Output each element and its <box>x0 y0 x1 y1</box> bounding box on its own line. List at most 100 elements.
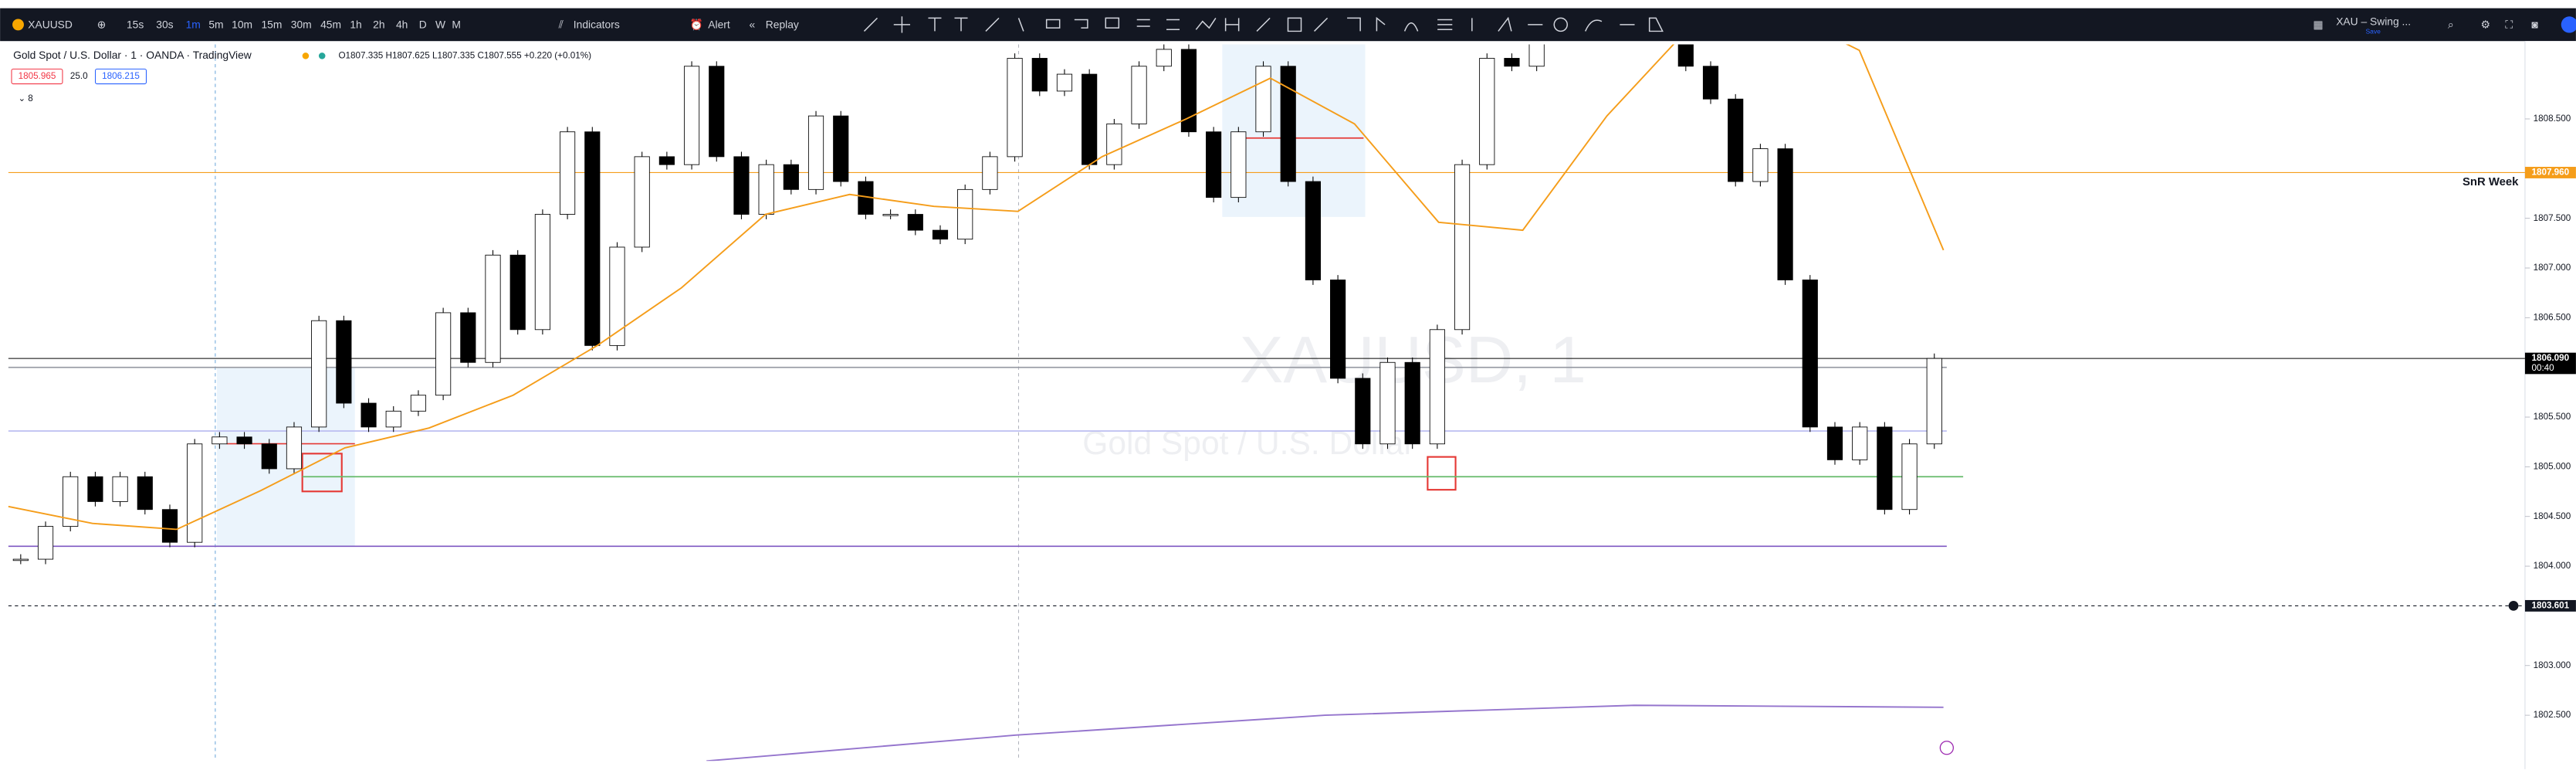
interval-button[interactable]: 10m <box>232 19 252 31</box>
candle-body <box>932 229 949 240</box>
candle-body <box>361 402 377 428</box>
interval-button[interactable]: 45m <box>320 19 341 31</box>
candle-body <box>37 526 54 560</box>
ask-price[interactable]: 1806.215 <box>102 71 140 81</box>
candle-body <box>1031 58 1048 92</box>
candle-body <box>1007 58 1023 158</box>
candle-body <box>957 188 973 240</box>
candle-body <box>560 131 576 215</box>
candle-body <box>634 156 650 248</box>
candle-body <box>1702 66 1719 100</box>
candle-body <box>1379 361 1396 445</box>
candle-body <box>982 156 998 190</box>
candle-body <box>1056 73 1073 92</box>
candle-body <box>758 164 774 215</box>
candle-body <box>112 476 128 502</box>
candle-body <box>485 254 501 363</box>
y-tick-label: 1806.500 <box>2534 312 2571 322</box>
candle-body <box>1728 98 1744 182</box>
plot-area <box>8 44 2525 762</box>
interval-button[interactable]: 15m <box>261 19 282 31</box>
layout-name[interactable]: XAU – Swing ... <box>2336 15 2411 27</box>
price-label: 1803.601 <box>2531 601 2569 611</box>
event-marker[interactable] <box>1939 741 1955 755</box>
candle-body <box>1752 148 1769 182</box>
symbol-button[interactable]: XAUUSD <box>28 19 73 31</box>
candle-body <box>1230 131 1247 198</box>
bid-price[interactable]: 1805.965 <box>19 71 56 81</box>
indicator-toggle[interactable]: ⌄ <box>19 93 26 103</box>
alert-icon: ⏰ <box>690 19 703 32</box>
y-tick-label: 1802.500 <box>2534 710 2571 720</box>
sell-box[interactable] <box>11 68 63 85</box>
candle-body <box>1802 280 1818 428</box>
candle-body <box>1504 58 1520 67</box>
interval-button[interactable]: 2h <box>373 19 384 31</box>
search-button[interactable]: ⌕ <box>2448 19 2454 31</box>
layouts-icon[interactable]: ▦ <box>2313 19 2323 31</box>
candle-body <box>1454 164 1471 331</box>
candle-body <box>609 246 625 346</box>
candle-body <box>63 476 79 527</box>
interval-button[interactable]: 15s <box>127 19 144 31</box>
publish-button[interactable] <box>2561 16 2576 33</box>
interval-button[interactable]: 1m <box>186 19 201 31</box>
y-tick-label: 1807.000 <box>2534 263 2571 273</box>
replay-icon: « <box>749 19 755 31</box>
candle-body <box>1479 58 1495 165</box>
interval-button[interactable]: M <box>452 19 461 31</box>
candle-body <box>1852 426 1868 460</box>
candle-body <box>311 320 327 428</box>
candle-body <box>1404 361 1420 445</box>
indicators-button[interactable]: Indicators <box>574 19 620 31</box>
drawing-tools <box>863 16 1664 33</box>
y-tick-label: 1807.500 <box>2534 213 2571 223</box>
candle-body <box>385 410 401 428</box>
indicator-count[interactable]: 8 <box>28 93 33 103</box>
long-moving-average <box>706 704 1944 762</box>
interval-button[interactable]: D <box>419 19 427 31</box>
candle-body <box>1926 358 1942 445</box>
candle-body <box>1877 426 1893 511</box>
candle-body <box>1255 66 1271 133</box>
buy-box[interactable] <box>94 68 147 85</box>
interval-button[interactable]: 4h <box>396 19 408 31</box>
highlight-box <box>1427 456 1457 491</box>
countdown: 00:40 <box>2531 363 2554 373</box>
y-tick-label: 1808.500 <box>2534 114 2571 124</box>
replay-button[interactable]: Replay <box>766 19 799 31</box>
candle-body <box>1131 66 1147 124</box>
candle-body <box>907 214 923 231</box>
interval-button[interactable]: 1h <box>350 19 361 31</box>
interval-button[interactable]: W <box>435 19 445 31</box>
spread: 25.0 <box>70 71 88 81</box>
candle-body <box>1280 66 1296 182</box>
legend-title: Gold Spot / U.S. Dollar · 1 · OANDA · Tr… <box>13 49 252 61</box>
highlight-box <box>301 453 343 493</box>
y-tick-label: 1805.500 <box>2534 412 2571 422</box>
candle-body <box>534 214 550 331</box>
add-symbol[interactable]: ⊕ <box>97 19 107 31</box>
market-status <box>318 53 326 59</box>
candle-body <box>286 426 303 470</box>
crosshair-add[interactable] <box>2508 601 2519 611</box>
candle-body <box>236 436 252 445</box>
price-label: 1807.960 <box>2531 168 2569 178</box>
price-label-box <box>2524 167 2576 178</box>
candle-body <box>1528 44 1545 67</box>
interval-button[interactable]: 5m <box>208 19 223 31</box>
candle-body <box>1106 123 1122 165</box>
candle-body <box>658 156 675 165</box>
alert-button[interactable]: Alert <box>708 19 730 31</box>
y-tick-label: 1804.500 <box>2534 511 2571 521</box>
candle-body <box>1206 131 1222 198</box>
candle-body <box>1429 329 1445 445</box>
price-axis <box>2524 41 2576 770</box>
candle-body <box>435 312 452 396</box>
snapshot-button[interactable]: ◙ <box>2531 19 2537 31</box>
save-button[interactable]: Save <box>2366 28 2381 36</box>
interval-button[interactable]: 30m <box>291 19 312 31</box>
interval-button[interactable]: 30s <box>156 19 173 31</box>
settings-button[interactable]: ⚙ <box>2480 19 2490 31</box>
fullscreen-button[interactable]: ⛶ <box>2505 19 2513 31</box>
